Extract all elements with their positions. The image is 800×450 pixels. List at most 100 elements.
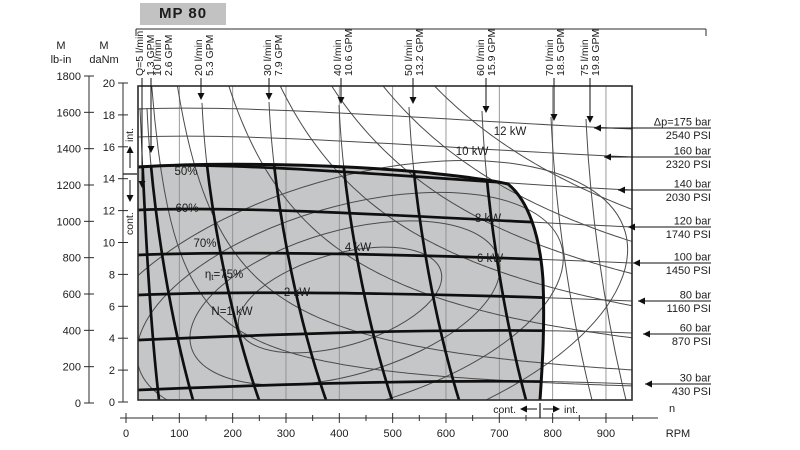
bottom-int-label: int. bbox=[564, 404, 578, 416]
tick-label-danm: 18 bbox=[103, 110, 115, 122]
tick-label-rpm: 400 bbox=[330, 428, 348, 440]
efficiency-label-70: 70% bbox=[193, 238, 216, 250]
flow-lmin-label: 50 l/min bbox=[403, 39, 415, 76]
continuous-zone-boundary bbox=[137, 162, 546, 401]
pressure-bar-label: 60 bar bbox=[680, 323, 712, 335]
up-arrowhead bbox=[126, 146, 134, 153]
tick-label-lbin: 1600 bbox=[57, 107, 81, 119]
tick-label-danm: 12 bbox=[103, 206, 115, 218]
tick-label-lbin: 400 bbox=[63, 325, 81, 337]
pressure-line-175bar bbox=[138, 107, 632, 130]
tick-label-lbin: 1800 bbox=[57, 71, 81, 83]
speed-symbol: n bbox=[669, 403, 675, 415]
pressure-bar-label: 80 bar bbox=[680, 290, 712, 302]
power-curve-1kw bbox=[151, 86, 632, 387]
tick-label-lbin: 1000 bbox=[57, 216, 81, 228]
pressure-line-thick-30bar bbox=[138, 379, 544, 392]
pressure-psi-label: 1450 PSI bbox=[666, 265, 711, 277]
bottom-cont-label: cont. bbox=[493, 404, 516, 416]
tick-label-rpm: 500 bbox=[383, 428, 401, 440]
flow-line-thick bbox=[551, 117, 592, 400]
down-arrowhead bbox=[147, 146, 155, 153]
flow-line-thick bbox=[145, 164, 195, 400]
axis-header: M bbox=[56, 40, 65, 52]
pressure-bar-label: Δp=175 bar bbox=[654, 117, 712, 129]
tick-label-lbin: 600 bbox=[63, 289, 81, 301]
flow-lmin-label: 70 l/min bbox=[544, 39, 556, 76]
efficiency-label-75: ηt=75% bbox=[205, 269, 243, 282]
left-arrowhead bbox=[594, 124, 601, 132]
left-zone-marker: int. cont. bbox=[123, 128, 137, 235]
down-arrowhead bbox=[482, 106, 490, 113]
pressure-line-160bar bbox=[138, 135, 632, 158]
pressure-line-thick-175bar bbox=[138, 108, 632, 129]
pressure-bar-label: 30 bar bbox=[680, 373, 712, 385]
left-int-label: int. bbox=[124, 128, 136, 142]
down-arrowhead bbox=[126, 195, 134, 202]
pressure-line-thick-60bar bbox=[138, 329, 544, 342]
tick-label-rpm: 200 bbox=[223, 428, 241, 440]
tick-label-danm: 2 bbox=[109, 365, 115, 377]
power-label-6kw: 6 kW bbox=[477, 253, 503, 265]
pressure-psi-label: 870 PSI bbox=[672, 336, 711, 348]
pressure-line-thick-100bar bbox=[138, 251, 544, 265]
flow-lmin-label: 60 l/min bbox=[475, 39, 487, 76]
left-arrowhead bbox=[520, 405, 527, 413]
curve-labels: N=1 kW 2 kW 4 kW 6 kW 8 kW 10 kW 12 kW 50% 60% 70… bbox=[174, 126, 526, 318]
power-label-8kw: 8 kW bbox=[475, 213, 501, 225]
flow-line-thick bbox=[267, 164, 328, 400]
axis-torque-lbin: 0 200 400 600 800 1000 1200 1400 1600 1800 Mlb-in bbox=[51, 40, 94, 410]
efficiency-contour-50 bbox=[138, 159, 629, 400]
left-arrowhead bbox=[633, 259, 640, 267]
left-cont-label: cont. bbox=[124, 212, 136, 235]
tick-label-rpm: 100 bbox=[170, 428, 188, 440]
speed-unit: RPM bbox=[666, 428, 690, 440]
pressure-bar-label: 140 bar bbox=[674, 179, 712, 191]
flow-lmin-label: 20 l/min bbox=[193, 39, 205, 76]
flow-lmin-label: 75 l/min bbox=[579, 39, 591, 76]
tick-label-lbin: 1400 bbox=[57, 144, 81, 156]
tick-label-rpm: 600 bbox=[437, 428, 455, 440]
pressure-bar-label: 120 bar bbox=[674, 216, 712, 228]
power-label-1kw: N=1 kW bbox=[211, 306, 252, 318]
pressure-line-thick-80bar bbox=[138, 291, 544, 303]
bottom-zone-marker: cont. int. bbox=[493, 403, 578, 418]
flow-line-thick bbox=[337, 164, 394, 400]
flow-lmin-label: 30 l/min bbox=[262, 39, 274, 76]
power-label-10kw: 10 kW bbox=[456, 146, 489, 158]
flow-line bbox=[585, 118, 627, 400]
efficiency-label-50: 50% bbox=[174, 166, 197, 178]
tick-label-rpm: 0 bbox=[123, 428, 129, 440]
efficiency-contour-75 bbox=[237, 246, 443, 354]
tick-label-danm: 10 bbox=[103, 238, 115, 250]
tick-label-rpm: 800 bbox=[543, 428, 561, 440]
chart-frame bbox=[137, 85, 633, 401]
flow-gpm-label: 10.6 GPM bbox=[343, 29, 355, 76]
flow-gpm-label: 19.8 GPM bbox=[590, 29, 602, 76]
pressure-line-thick-160bar bbox=[138, 136, 632, 157]
flow-gpm-label: 15.9 GPM bbox=[486, 29, 498, 76]
pressure-psi-label: 2540 PSI bbox=[666, 130, 711, 142]
power-label-4kw: 4 kW bbox=[345, 242, 371, 254]
down-arrowhead bbox=[550, 114, 558, 121]
pressure-psi-label: 2030 PSI bbox=[666, 192, 711, 204]
tick-label-lbin: 1200 bbox=[57, 180, 81, 192]
flow-gpm-label: 13.2 GPM bbox=[414, 29, 426, 76]
left-arrowhead bbox=[638, 297, 645, 305]
pressure-bar-label: 160 bar bbox=[674, 146, 712, 158]
down-arrowhead bbox=[265, 93, 273, 100]
flow-line-thick bbox=[138, 164, 161, 400]
pressure-psi-label: 430 PSI bbox=[672, 386, 711, 398]
pressure-bar-label: 100 bar bbox=[674, 252, 712, 264]
power-label-2kw: 2 kW bbox=[284, 287, 310, 299]
down-arrowhead bbox=[138, 181, 146, 188]
flow-gpm-label: 1.3 GPM bbox=[145, 35, 157, 76]
flow-lmin-label: Q=5 l/min bbox=[134, 31, 146, 76]
left-arrowhead bbox=[643, 330, 650, 338]
flow-span-rule bbox=[135, 28, 707, 36]
flow-lmin-label: 40 l/min bbox=[332, 39, 344, 76]
tick-label-rpm: 300 bbox=[277, 428, 295, 440]
